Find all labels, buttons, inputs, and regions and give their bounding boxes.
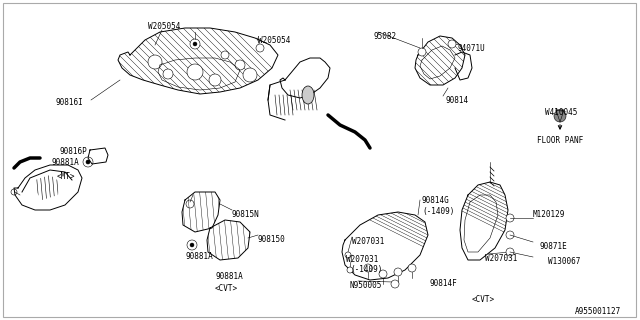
Circle shape: [209, 74, 221, 86]
Circle shape: [148, 55, 162, 69]
Text: <CVT>: <CVT>: [472, 295, 495, 304]
Circle shape: [391, 280, 399, 288]
Circle shape: [554, 110, 566, 122]
Text: 90816I: 90816I: [55, 98, 83, 107]
Text: 90814: 90814: [445, 96, 468, 105]
Circle shape: [506, 214, 514, 222]
Circle shape: [506, 231, 514, 239]
Text: FLOOR PANF: FLOOR PANF: [537, 136, 583, 145]
Circle shape: [163, 69, 173, 79]
Text: 95082: 95082: [373, 32, 396, 41]
Text: W205054: W205054: [148, 22, 180, 31]
Text: <MT>: <MT>: [57, 172, 76, 181]
Text: M120129: M120129: [533, 210, 565, 219]
Text: N950005: N950005: [349, 281, 381, 290]
Circle shape: [448, 40, 456, 48]
Text: A955001127: A955001127: [575, 307, 621, 316]
Circle shape: [418, 48, 426, 56]
Text: W207031: W207031: [346, 255, 378, 264]
Text: (-1409): (-1409): [350, 265, 382, 274]
Text: 90881A: 90881A: [215, 272, 243, 281]
Text: <CVT>: <CVT>: [215, 284, 238, 293]
Circle shape: [86, 160, 90, 164]
Circle shape: [190, 39, 200, 49]
Polygon shape: [556, 110, 564, 122]
Circle shape: [193, 42, 197, 46]
Circle shape: [408, 264, 416, 272]
Text: 90814F: 90814F: [430, 279, 458, 288]
Circle shape: [235, 60, 245, 70]
Circle shape: [187, 64, 203, 80]
Circle shape: [506, 248, 514, 256]
Text: W130067: W130067: [548, 257, 580, 266]
Circle shape: [190, 243, 194, 247]
Text: 908150: 908150: [258, 235, 285, 244]
Text: W207031: W207031: [352, 237, 385, 246]
Ellipse shape: [302, 86, 314, 104]
Circle shape: [347, 267, 353, 273]
Circle shape: [379, 270, 387, 278]
Text: 90871E: 90871E: [539, 242, 567, 251]
Circle shape: [364, 264, 372, 272]
Circle shape: [345, 252, 351, 258]
Text: 94071U: 94071U: [458, 44, 486, 53]
Circle shape: [221, 51, 229, 59]
Circle shape: [394, 268, 402, 276]
Text: (-1409): (-1409): [422, 207, 454, 216]
Text: 90815N: 90815N: [232, 210, 260, 219]
Circle shape: [256, 44, 264, 52]
Text: W207031: W207031: [485, 254, 517, 263]
Text: 90814G: 90814G: [422, 196, 450, 205]
Text: 90881A: 90881A: [185, 252, 212, 261]
Text: 90816P: 90816P: [60, 147, 88, 156]
Text: 90881A: 90881A: [52, 158, 80, 167]
Text: W410045: W410045: [545, 108, 577, 117]
Text: W205054: W205054: [258, 36, 291, 45]
Circle shape: [243, 68, 257, 82]
